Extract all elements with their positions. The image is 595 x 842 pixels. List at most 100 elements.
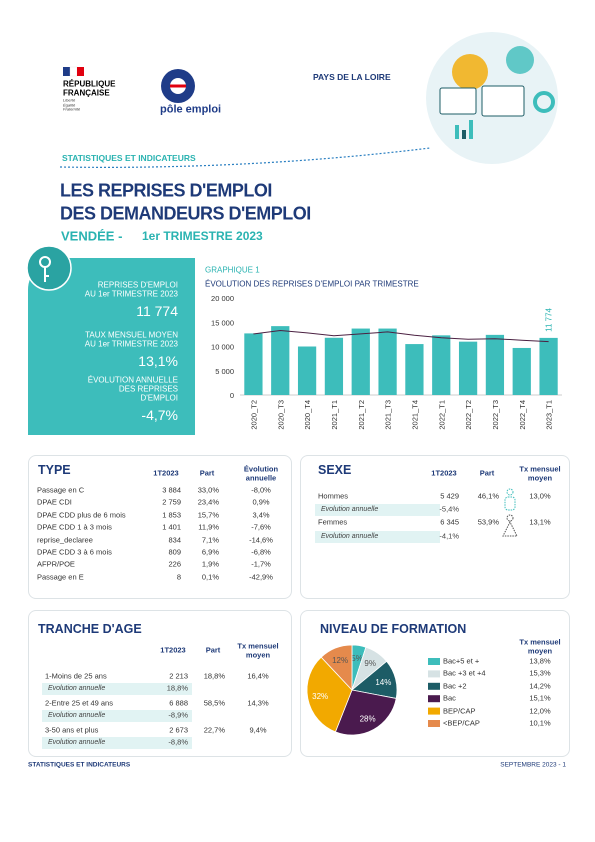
pie-label: 14% bbox=[375, 678, 391, 687]
row-share: 7,1% bbox=[201, 535, 219, 545]
footer-left: STATISTIQUES ET INDICATEURS bbox=[28, 761, 131, 769]
brand: pôle emploi bbox=[160, 103, 222, 116]
pie-label: 12% bbox=[332, 656, 348, 665]
table-header: Part bbox=[205, 645, 221, 655]
row-rate: 13,1% bbox=[529, 517, 551, 527]
row-label: Evolution annuelle bbox=[321, 532, 379, 540]
y-tick-label: 20 000 bbox=[211, 294, 234, 303]
row-rate: -1,7% bbox=[251, 560, 271, 570]
row-shade bbox=[42, 683, 192, 695]
bar bbox=[297, 346, 317, 395]
panel-type bbox=[28, 455, 292, 599]
title: LES REPRISES D'EMPLOI bbox=[60, 180, 272, 201]
row-label: Evolution annuelle bbox=[48, 711, 106, 719]
x-tick-label: 2022_T2 bbox=[464, 400, 473, 430]
row-share: 58,5% bbox=[203, 698, 225, 708]
row-value: 809 bbox=[168, 547, 181, 557]
x-tick-label: 2021_T3 bbox=[384, 400, 393, 430]
x-tick-label: 2023_T1 bbox=[545, 400, 554, 430]
row-share: 0,1% bbox=[201, 572, 219, 582]
row-label: Passage en E bbox=[37, 572, 84, 582]
panel-title: SEXE bbox=[318, 462, 352, 477]
row-share: 33,0% bbox=[197, 485, 219, 495]
row-label: DPAE CDD 1 à 3 mois bbox=[37, 522, 112, 532]
row-shade bbox=[42, 710, 192, 722]
row-rate: 16,4% bbox=[247, 671, 269, 681]
row-rate: 13,0% bbox=[529, 491, 551, 501]
legend-swatch bbox=[428, 720, 440, 727]
kpi-value: 11 774 bbox=[136, 302, 178, 319]
table-header: Tx mensuel moyen bbox=[519, 464, 561, 482]
row-share: 53,9% bbox=[477, 517, 499, 527]
legend-label: Bac bbox=[443, 693, 456, 703]
bar bbox=[271, 326, 290, 395]
chart-title: ÉVOLUTION DES REPRISES D'EMPLOI PAR TRIM… bbox=[205, 279, 419, 289]
table-header: 1T2023 bbox=[431, 468, 457, 478]
row-value: 5 429 bbox=[440, 491, 459, 501]
legend-label: BEP/CAP bbox=[443, 706, 476, 716]
section: STATISTIQUES ET INDICATEURS bbox=[62, 153, 196, 164]
kpi-label: DES REPRISES bbox=[118, 384, 178, 394]
illustration-bar bbox=[469, 120, 473, 139]
table-header: Tx mensuel moyen bbox=[237, 641, 279, 659]
x-tick-label: 2021_T4 bbox=[410, 400, 419, 430]
row-label: 2-Entre 25 et 49 ans bbox=[45, 698, 113, 708]
x-tick-label: 2022_T3 bbox=[491, 400, 500, 430]
kpi-label: AU 1er TRIMESTRE 2023 bbox=[84, 289, 178, 299]
row-value: 834 bbox=[168, 535, 181, 545]
y-tick-label: 5 000 bbox=[215, 367, 234, 376]
y-tick-label: 15 000 bbox=[211, 318, 234, 327]
row-rate: 9,4% bbox=[249, 725, 267, 735]
row-value: 2 673 bbox=[169, 725, 188, 735]
bar bbox=[378, 328, 397, 395]
row-value: 8 bbox=[176, 572, 181, 582]
kpi-icon-key bbox=[44, 267, 49, 282]
row-rate: 3,4% bbox=[252, 510, 270, 520]
region: PAYS DE LA LOIRE bbox=[313, 72, 391, 83]
kpi-label: REPRISES D'EMPLOI bbox=[97, 280, 178, 290]
motto: Égalité bbox=[63, 102, 76, 108]
illustration-bar bbox=[462, 130, 466, 139]
table-header: 1T2023 bbox=[160, 645, 186, 655]
row-shade bbox=[42, 737, 192, 749]
legend-swatch bbox=[428, 682, 440, 690]
row-label: reprise_declaree bbox=[37, 535, 93, 545]
row-label: DPAE CDD 3 à 6 mois bbox=[37, 547, 112, 557]
row-label: 3-50 ans et plus bbox=[45, 725, 99, 735]
kpi-value: 13,1% bbox=[138, 352, 178, 369]
footer-right: SEPTEMBRE 2023 - 1 bbox=[500, 761, 566, 769]
row-rate: -6,8% bbox=[251, 547, 271, 557]
row-share: 15,7% bbox=[197, 510, 219, 520]
panel-age bbox=[28, 610, 292, 757]
value-label: 11 774 bbox=[545, 307, 554, 331]
row-share: 18,8% bbox=[203, 671, 225, 681]
row-value: 6 888 bbox=[169, 698, 188, 708]
row-rate: 14,3% bbox=[247, 698, 269, 708]
illustration-bar bbox=[455, 125, 459, 139]
title: DES DEMANDEURS D'EMPLOI bbox=[60, 203, 311, 224]
x-tick-label: 2020_T2 bbox=[249, 400, 258, 430]
row-share: 11,9% bbox=[198, 522, 219, 532]
row-label: 1-Moins de 25 ans bbox=[45, 671, 107, 681]
illustration-screen bbox=[439, 87, 477, 115]
row-value: -8,8% bbox=[168, 737, 188, 747]
table-header: Évolution annuelle bbox=[243, 464, 279, 482]
rate: 15,3% bbox=[529, 669, 551, 679]
subtitle-period: 1er TRIMESTRE 2023 bbox=[142, 229, 263, 244]
row-label: Evolution annuelle bbox=[48, 738, 106, 746]
flag-blue bbox=[63, 67, 70, 76]
legend-swatch bbox=[428, 658, 440, 665]
flag-white bbox=[69, 66, 78, 77]
illustration-donut bbox=[533, 91, 555, 113]
illustration-gear bbox=[452, 54, 488, 90]
table-header: Part bbox=[479, 468, 495, 478]
row-rate: -7,6% bbox=[251, 522, 271, 532]
icon-man bbox=[506, 488, 514, 496]
row-rate: -14,6% bbox=[249, 535, 273, 545]
row-value: -4,1% bbox=[439, 531, 459, 541]
pie-slice bbox=[334, 689, 397, 736]
legend-swatch bbox=[428, 695, 440, 703]
row-value: 1 401 bbox=[162, 522, 181, 532]
pie-label: 5% bbox=[351, 654, 363, 663]
icon-woman bbox=[502, 520, 518, 537]
